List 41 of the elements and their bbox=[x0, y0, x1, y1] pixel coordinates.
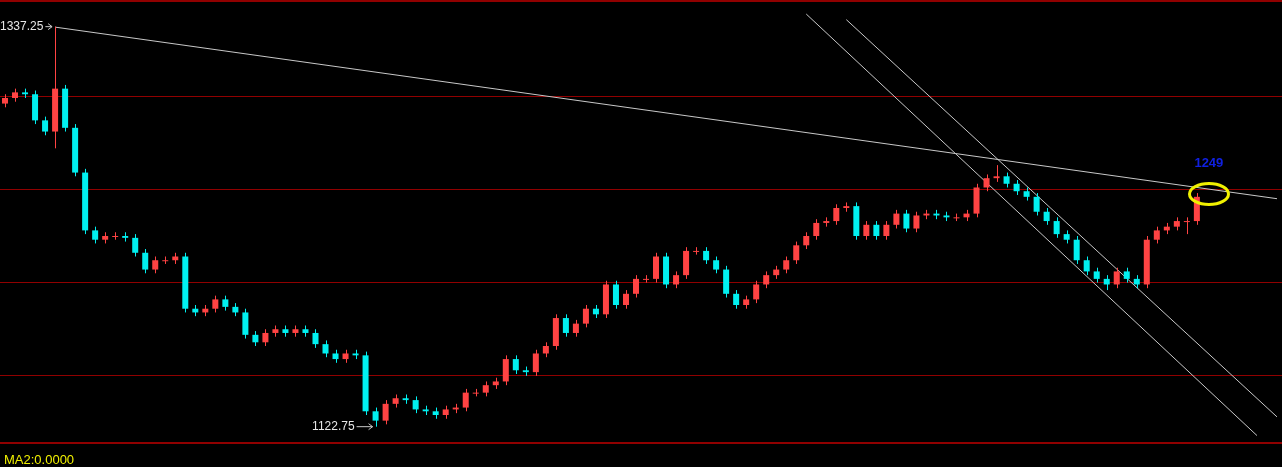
candlestick bbox=[562, 313, 569, 338]
candlestick bbox=[512, 354, 519, 375]
candlestick bbox=[753, 280, 760, 304]
candlestick bbox=[532, 349, 539, 377]
candlestick bbox=[612, 280, 619, 310]
candlestick bbox=[382, 399, 389, 425]
candlestick bbox=[653, 252, 660, 284]
candlestick bbox=[502, 354, 509, 386]
candlestick bbox=[622, 289, 629, 310]
annotation: 1337.25 bbox=[0, 18, 44, 33]
candlestick bbox=[372, 407, 379, 428]
candlestick bbox=[1053, 216, 1060, 239]
candlestick bbox=[42, 116, 49, 136]
annotation: 1122.75 bbox=[312, 418, 355, 433]
candlestick bbox=[813, 218, 820, 241]
candlestick bbox=[242, 308, 249, 340]
candlestick bbox=[1183, 216, 1190, 235]
candlestick bbox=[693, 246, 700, 256]
candlestick bbox=[632, 274, 639, 299]
text: MA2:0.0000 bbox=[4, 451, 75, 467]
candlestick bbox=[1083, 256, 1090, 276]
candlestick bbox=[903, 209, 910, 233]
candlestick bbox=[112, 231, 119, 241]
candlestick bbox=[462, 388, 469, 412]
candlestick bbox=[142, 248, 149, 274]
candlestick bbox=[863, 220, 870, 241]
candlestick bbox=[1033, 192, 1040, 216]
annotation: 1249 bbox=[1194, 154, 1224, 170]
candlestick bbox=[1113, 267, 1120, 289]
candlestick bbox=[312, 328, 319, 349]
candlestick bbox=[883, 220, 890, 241]
candlestick bbox=[913, 211, 920, 233]
candlestick bbox=[893, 209, 900, 230]
candlestick bbox=[1073, 235, 1080, 265]
candlestick bbox=[643, 274, 650, 284]
candlestick bbox=[793, 241, 800, 265]
candlestick bbox=[582, 304, 589, 328]
candlestick bbox=[733, 289, 740, 310]
candlestick bbox=[132, 233, 139, 257]
candlestick bbox=[873, 220, 880, 241]
candlestick bbox=[833, 203, 840, 226]
